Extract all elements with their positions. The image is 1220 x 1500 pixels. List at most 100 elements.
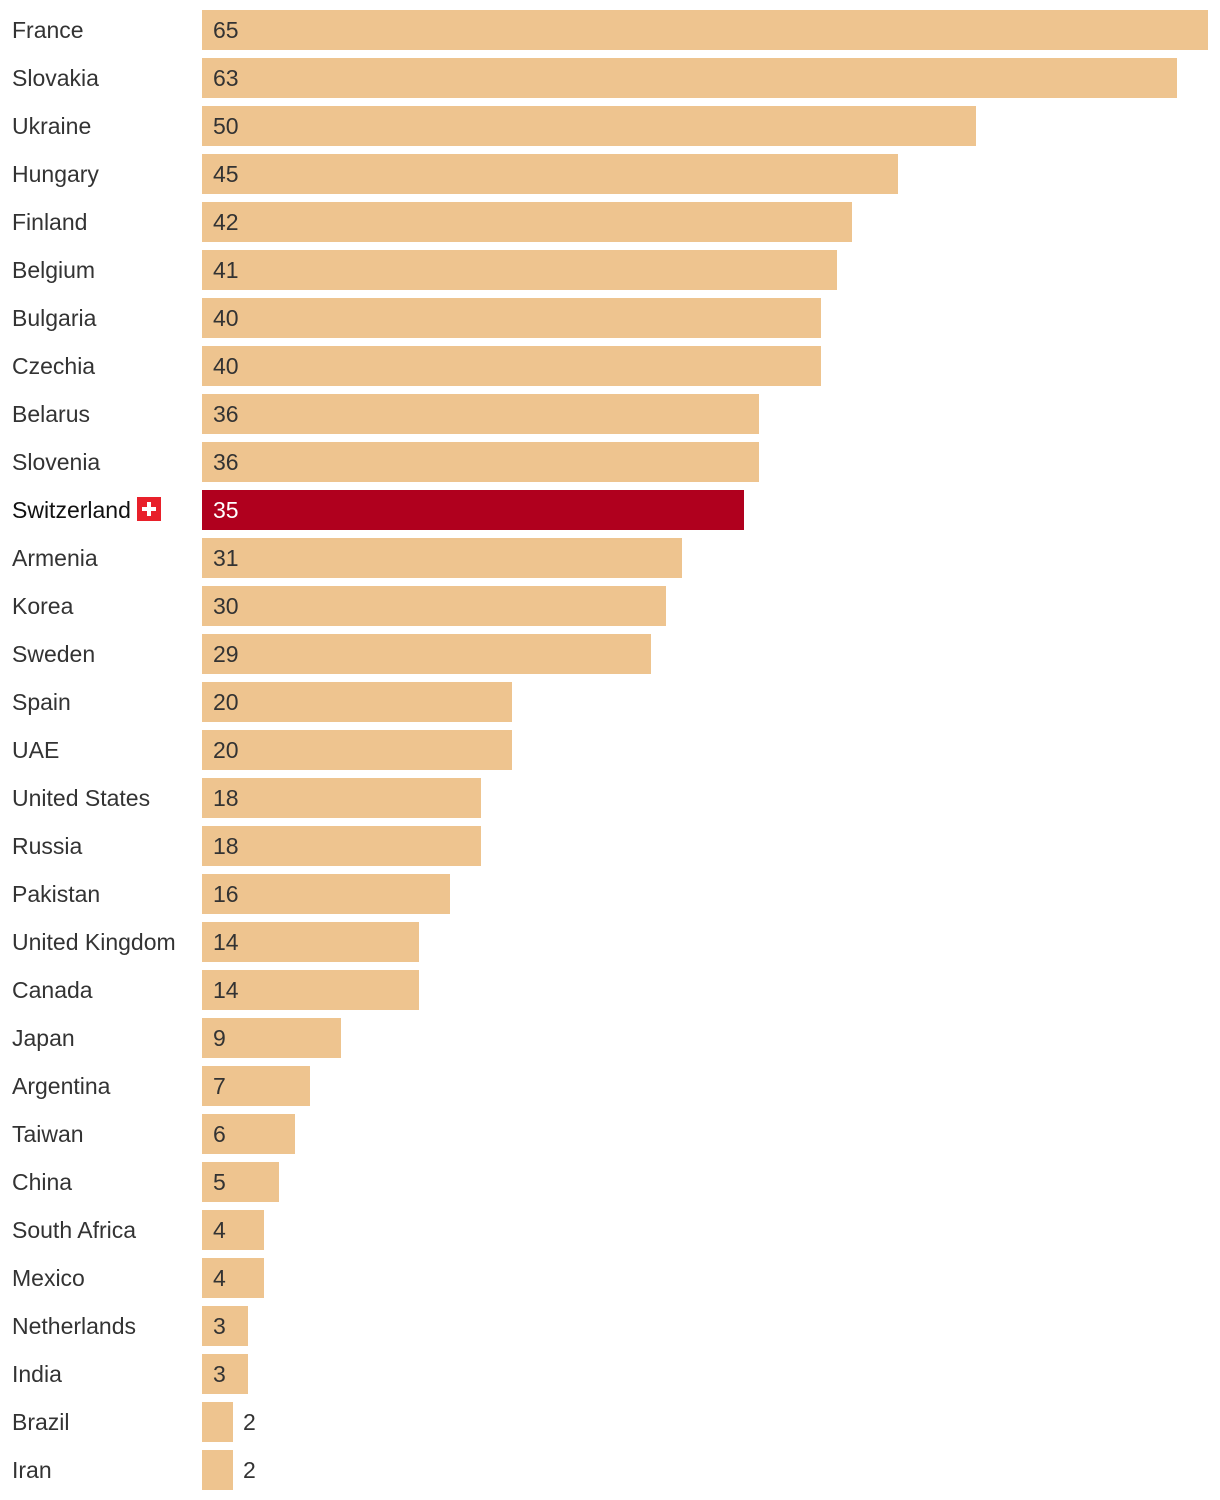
bar <box>202 874 450 914</box>
value-label: 40 <box>213 353 239 379</box>
bar-row: Slovakia 63 <box>0 58 1220 98</box>
bar-row: India 3 <box>0 1354 1220 1394</box>
bar <box>202 346 821 386</box>
country-label: Bulgaria <box>12 298 96 338</box>
country-name: Belarus <box>12 401 90 427</box>
bar-row: Mexico 4 <box>0 1258 1220 1298</box>
country-name: Brazil <box>12 1409 70 1435</box>
country-label: Slovenia <box>12 442 100 482</box>
bar-row: Japan 9 <box>0 1018 1220 1058</box>
bar-row: Belgium 41 <box>0 250 1220 290</box>
value-label: 7 <box>213 1073 226 1099</box>
country-name: Slovenia <box>12 449 101 475</box>
bar <box>202 682 512 722</box>
country-name: Japan <box>12 1025 75 1051</box>
country-name: Korea <box>12 593 74 619</box>
value-label: 50 <box>213 113 239 139</box>
value-label: 14 <box>213 929 239 955</box>
bar-row: Spain 20 <box>0 682 1220 722</box>
bar-row: Iran 2 <box>0 1450 1220 1490</box>
value-label: 9 <box>213 1025 226 1051</box>
bar <box>202 1258 264 1298</box>
bar-row: United Kingdom 14 <box>0 922 1220 962</box>
bar-row: Argentina 7 <box>0 1066 1220 1106</box>
country-name: Armenia <box>12 545 98 571</box>
value-label: 65 <box>213 17 239 43</box>
bar-row: South Africa 4 <box>0 1210 1220 1250</box>
value-label: 41 <box>213 257 239 283</box>
country-label: UAE <box>12 730 59 770</box>
value-label: 20 <box>213 689 239 715</box>
country-name: China <box>12 1169 73 1195</box>
country-name: France <box>12 17 84 43</box>
bar-row: Czechia 40 <box>0 346 1220 386</box>
value-label: 36 <box>213 401 239 427</box>
value-label: 3 <box>213 1313 226 1339</box>
bar-row: Finland 42 <box>0 202 1220 242</box>
bar-row: Brazil 2 <box>0 1402 1220 1442</box>
country-name: Ukraine <box>12 113 92 139</box>
bar-row: Canada 14 <box>0 970 1220 1010</box>
country-name: Belgium <box>12 257 96 283</box>
country-label: France <box>12 10 84 50</box>
value-label: 42 <box>213 209 239 235</box>
country-name: Slovakia <box>12 65 99 91</box>
bar <box>202 1402 233 1442</box>
country-label: United Kingdom <box>12 922 176 962</box>
country-label: Argentina <box>12 1066 110 1106</box>
country-label: Slovakia <box>12 58 99 98</box>
bar <box>202 106 976 146</box>
value-label: 30 <box>213 593 239 619</box>
country-name: Taiwan <box>12 1121 84 1147</box>
bar <box>202 778 481 818</box>
value-label: 2 <box>243 1409 256 1435</box>
country-label: Belarus <box>12 394 90 434</box>
bar <box>202 1306 248 1346</box>
country-label: Pakistan <box>12 874 100 914</box>
country-name: Russia <box>12 833 83 859</box>
country-name: United States <box>12 785 151 811</box>
country-label: China <box>12 1162 72 1202</box>
bar-row: United States 18 <box>0 778 1220 818</box>
bar <box>202 1210 264 1250</box>
bar <box>202 250 837 290</box>
value-label: 3 <box>213 1361 226 1387</box>
bar-row: Slovenia 36 <box>0 442 1220 482</box>
country-label: Finland <box>12 202 87 242</box>
value-label: 35 <box>213 497 239 523</box>
country-name: Sweden <box>12 641 96 667</box>
country-name: Pakistan <box>12 881 101 907</box>
bar <box>202 1114 295 1154</box>
country-label: Taiwan <box>12 1114 84 1154</box>
bar-row: France 65 <box>0 10 1220 50</box>
bar-row: Sweden 29 <box>0 634 1220 674</box>
bar-row: Switzerland 35 <box>0 490 1220 530</box>
country-label: Hungary <box>12 154 99 194</box>
bar <box>202 634 651 674</box>
bar <box>202 394 759 434</box>
bar <box>202 970 419 1010</box>
country-label: India <box>12 1354 62 1394</box>
bar-row: Belarus 36 <box>0 394 1220 434</box>
country-label: Japan <box>12 1018 75 1058</box>
bar-row: UAE 20 <box>0 730 1220 770</box>
country-name: Spain <box>12 689 71 715</box>
bar-row: Pakistan 16 <box>0 874 1220 914</box>
bar <box>202 1066 310 1106</box>
country-label: Brazil <box>12 1402 70 1442</box>
bar <box>202 10 1208 50</box>
bar <box>202 1162 279 1202</box>
bar <box>202 442 759 482</box>
value-label: 36 <box>213 449 239 475</box>
country-label: Armenia <box>12 538 98 578</box>
bar <box>202 826 481 866</box>
country-name: Canada <box>12 977 93 1003</box>
country-name: Mexico <box>12 1265 85 1291</box>
value-label: 45 <box>213 161 239 187</box>
value-label: 18 <box>213 785 239 811</box>
bar-row: Ukraine 50 <box>0 106 1220 146</box>
value-label: 4 <box>213 1265 226 1291</box>
country-name: Bulgaria <box>12 305 97 331</box>
value-label: 6 <box>213 1121 226 1147</box>
bar <box>202 586 666 626</box>
